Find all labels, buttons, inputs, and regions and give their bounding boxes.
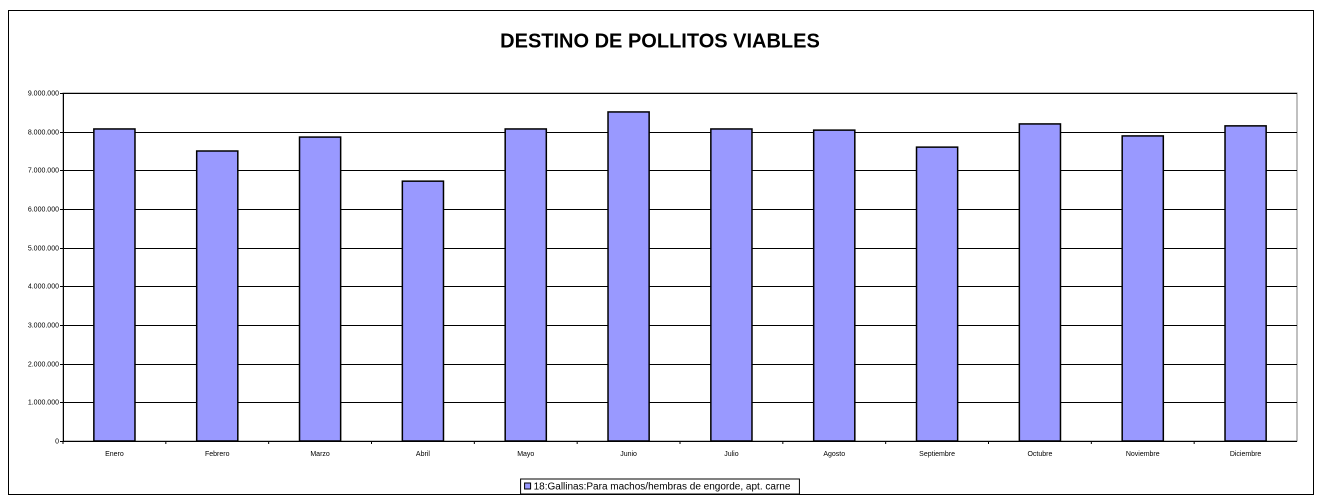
x-tick-label: Enero <box>105 451 124 458</box>
x-tick-label: Septiembre <box>919 451 955 458</box>
y-tick-label: 4.000.000 <box>28 283 59 290</box>
legend-label: 18:Gallinas:Para machos/hembras de engor… <box>534 482 791 493</box>
chart-title: DESTINO DE POLLITOS VIABLES <box>500 30 820 52</box>
y-tick-label: 9.000.000 <box>28 90 59 97</box>
bar <box>401 180 445 442</box>
legend-box <box>520 478 800 495</box>
x-tick-label: Agosto <box>823 451 845 458</box>
y-tick-label: 5.000.000 <box>28 245 59 252</box>
legend-swatch <box>524 482 532 490</box>
bar <box>93 128 136 442</box>
y-tick-label: 3.000.000 <box>28 322 59 329</box>
bar <box>1224 125 1267 442</box>
x-tick-label: Noviembre <box>1126 451 1160 458</box>
bar <box>195 150 239 442</box>
y-tick-label: 6.000.000 <box>28 206 59 213</box>
y-tick-label: 2.000.000 <box>28 361 59 368</box>
bar <box>298 136 342 442</box>
x-tick-label: Julio <box>724 451 739 458</box>
bar <box>607 111 650 442</box>
bar <box>812 129 856 442</box>
y-tick-label: 8.000.000 <box>28 129 59 136</box>
bar <box>1018 123 1062 442</box>
y-tick-label: 0 <box>55 438 59 445</box>
x-tick-label: Febrero <box>205 451 230 458</box>
x-tick-label: Junio <box>620 451 637 458</box>
plot-area <box>62 92 1298 442</box>
bar <box>1121 135 1165 442</box>
y-tick-label: 7.000.000 <box>28 167 59 174</box>
legend: 18:Gallinas:Para machos/hembras de engor… <box>520 478 800 495</box>
bar <box>504 128 548 442</box>
y-tick-label: 1.000.000 <box>28 399 59 406</box>
x-tick-label: Marzo <box>310 451 330 458</box>
x-tick-label: Abril <box>416 451 430 458</box>
x-tick-label: Diciembre <box>1230 451 1262 458</box>
x-tick-label: Mayo <box>517 451 534 458</box>
x-tick-label: Octubre <box>1027 451 1052 458</box>
bar <box>915 146 959 442</box>
bar <box>710 128 753 442</box>
